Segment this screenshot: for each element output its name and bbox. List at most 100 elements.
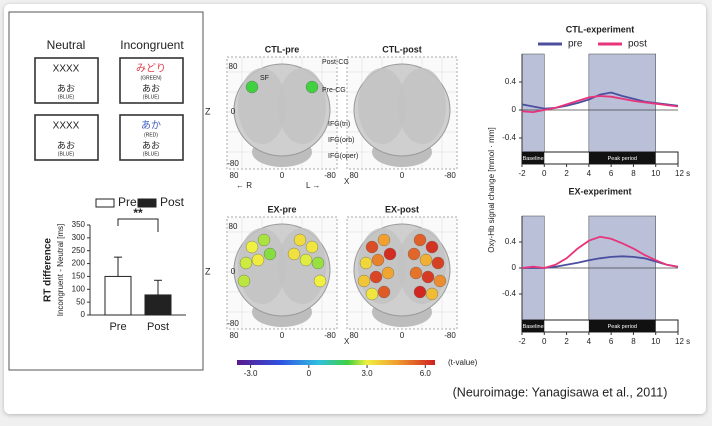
z-coord-label: -80 bbox=[227, 159, 239, 168]
region-label: SF bbox=[260, 75, 269, 82]
colorbar-tick-label: 0 bbox=[307, 369, 312, 378]
activation-dot bbox=[425, 240, 439, 254]
x-tick-label: 12 s bbox=[675, 337, 690, 346]
x-tick-label: 6 bbox=[609, 169, 614, 178]
period-box bbox=[588, 152, 656, 164]
map-title: CTL-post bbox=[382, 44, 422, 54]
activation-dot bbox=[365, 287, 379, 301]
significance: ** bbox=[133, 206, 143, 220]
activation-dot bbox=[251, 253, 265, 267]
x-tick-label: 2 bbox=[564, 337, 569, 346]
legend-swatch bbox=[137, 198, 157, 208]
colorbar-tick-label: 6.0 bbox=[420, 369, 432, 378]
map-title: CTL-pre bbox=[265, 44, 300, 54]
y-axis-label: Incongruent - Neutral [ms] bbox=[56, 224, 65, 316]
region-label: Pre-CG bbox=[322, 87, 346, 94]
card-word: あお bbox=[142, 83, 160, 93]
citation: (Neuroimage: Yanagisawa et al., 2011) bbox=[453, 385, 668, 399]
y-tick-label: 250 bbox=[72, 246, 86, 255]
x-tick-label: -2 bbox=[518, 337, 526, 346]
activation-dot bbox=[377, 233, 391, 247]
region-label: Post-CG bbox=[322, 59, 349, 66]
stroop-card bbox=[119, 57, 184, 104]
z-coord-label: 0 bbox=[231, 267, 236, 276]
x-tick-label: 0 bbox=[542, 169, 547, 178]
z-coord-label: 0 bbox=[231, 107, 236, 116]
series-line bbox=[521, 235, 679, 269]
activation-dot bbox=[371, 253, 385, 267]
card-sub: (BLUE) bbox=[143, 151, 160, 157]
card-word: XXXX bbox=[53, 64, 80, 75]
activation-dot bbox=[431, 256, 445, 270]
map-title: EX-pre bbox=[267, 204, 296, 214]
card-word: あか bbox=[141, 120, 161, 132]
x-tick-label: 4 bbox=[587, 337, 592, 346]
significance-bracket bbox=[117, 218, 159, 232]
activation-dot bbox=[383, 247, 397, 261]
activation-dot bbox=[381, 266, 395, 280]
z-label: Z bbox=[205, 106, 211, 116]
x-tick-label: 2 bbox=[564, 169, 569, 178]
x-tick-label: 0 bbox=[542, 337, 547, 346]
x-tick-label: 8 bbox=[631, 169, 636, 178]
card-word: みどり bbox=[136, 63, 166, 75]
activation-dot bbox=[377, 285, 391, 299]
x-coord-label: 80 bbox=[350, 331, 359, 340]
activation-dot bbox=[245, 240, 259, 254]
x-coord-label: 0 bbox=[280, 171, 285, 180]
y-tick-label: -0.4 bbox=[502, 133, 516, 142]
x-label: X bbox=[344, 337, 350, 346]
activation-dot bbox=[299, 253, 313, 267]
legend-swatch bbox=[95, 198, 115, 208]
series-line bbox=[521, 95, 679, 114]
activation-dot bbox=[369, 270, 383, 284]
card-sub: (BLUE) bbox=[58, 94, 75, 100]
region-label: IFG(tri) bbox=[328, 121, 350, 128]
activation-dot bbox=[245, 80, 259, 94]
card-sub: (BLUE) bbox=[58, 151, 75, 157]
card-word: あお bbox=[57, 83, 75, 93]
stroop-header: Incongruent bbox=[120, 38, 184, 52]
region-label: IFG(orb) bbox=[328, 137, 354, 144]
y-tick-label: 150 bbox=[72, 272, 86, 281]
activation-dot bbox=[239, 256, 253, 270]
activation-dot bbox=[433, 274, 447, 288]
hemisphere bbox=[358, 68, 406, 144]
map-title: EX-post bbox=[385, 204, 419, 214]
y-tick-label: 200 bbox=[72, 259, 86, 268]
period-label: Peak period bbox=[608, 324, 637, 330]
stroop-header: Neutral bbox=[47, 38, 86, 52]
y-tick-label: 350 bbox=[72, 220, 86, 229]
x-coord-label: -80 bbox=[444, 171, 456, 180]
activation-dot bbox=[237, 274, 251, 288]
colorbar-tick-label: -3.0 bbox=[244, 369, 258, 378]
x-tick-label: 8 bbox=[631, 337, 636, 346]
stroop-card bbox=[119, 114, 184, 161]
chart-title: CTL-experiment bbox=[566, 24, 635, 34]
legend-label: Post bbox=[160, 195, 185, 209]
card-word: あお bbox=[142, 140, 160, 150]
activation-dot bbox=[263, 247, 277, 261]
period-label: Baseline bbox=[523, 324, 544, 330]
x-coord-label: 80 bbox=[350, 171, 359, 180]
x-tick-label: 4 bbox=[587, 169, 592, 178]
y-tick-label: 0 bbox=[81, 310, 86, 319]
x-tick-label: Post bbox=[147, 321, 169, 333]
legend-label: post bbox=[628, 39, 647, 50]
activation-dot bbox=[311, 256, 325, 270]
x-coord-label: -80 bbox=[324, 171, 336, 180]
x-tick-label: 10 bbox=[651, 169, 660, 178]
x-coord-label: -80 bbox=[444, 331, 456, 340]
region-label: IFG(oper) bbox=[328, 153, 358, 160]
activation-dot bbox=[287, 247, 301, 261]
activation-dot bbox=[407, 247, 421, 261]
direction: ← R bbox=[236, 181, 252, 190]
x-label: X bbox=[344, 177, 350, 186]
colorbar-tick-label: 3.0 bbox=[361, 369, 373, 378]
x-tick-label: 12 s bbox=[675, 169, 690, 178]
colorbar-label: (t-value) bbox=[448, 358, 478, 367]
activation-dot bbox=[421, 270, 435, 284]
bar bbox=[104, 275, 132, 316]
